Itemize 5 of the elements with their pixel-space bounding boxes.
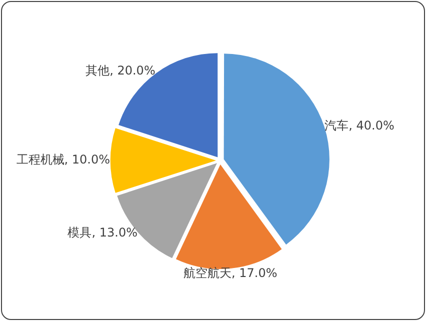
slice-label: 其他, 20.0%: [86, 64, 156, 78]
slice-label: 航空航天, 17.0%: [183, 266, 278, 280]
slice-label: 汽车, 40.0%: [324, 118, 394, 133]
slice-label: 模具, 13.0%: [68, 225, 138, 240]
slice-label: 工程机械, 10.0%: [16, 152, 110, 167]
